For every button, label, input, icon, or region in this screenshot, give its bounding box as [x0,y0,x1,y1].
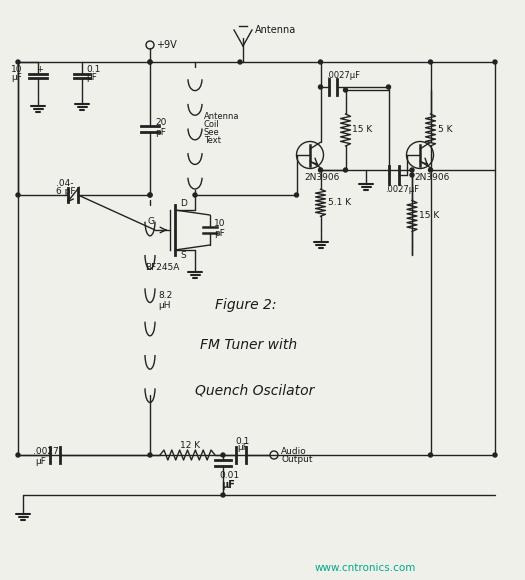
Text: 15 K: 15 K [352,125,373,135]
Text: 6 pF: 6 pF [56,187,76,195]
Text: +: + [36,64,43,74]
Text: µH: µH [158,300,171,310]
Text: Antenna: Antenna [255,25,296,35]
Circle shape [493,60,497,64]
Text: Text: Text [204,136,221,145]
Text: www.cntronics.com: www.cntronics.com [315,563,416,573]
Text: 20: 20 [155,118,166,127]
Text: 0.1: 0.1 [235,437,249,445]
Circle shape [148,193,152,197]
Circle shape [16,453,20,457]
Text: µF: µF [11,74,22,82]
Text: 10: 10 [214,219,226,229]
Circle shape [343,168,348,172]
Circle shape [238,60,242,64]
Circle shape [148,453,152,457]
Text: .0027µF: .0027µF [385,186,419,194]
Text: FM Tuner with: FM Tuner with [200,338,297,352]
Text: +9V: +9V [156,40,177,50]
Text: 2N3906: 2N3906 [414,173,449,183]
Text: 12 K: 12 K [180,440,200,450]
Text: D: D [180,198,187,208]
Text: 0.1: 0.1 [86,66,100,74]
Circle shape [493,453,497,457]
Circle shape [148,60,152,64]
Text: 15 K: 15 K [419,212,439,220]
Text: µF: µF [35,458,46,466]
Text: .0027: .0027 [33,447,59,455]
Circle shape [148,193,152,197]
Text: Figure 2:: Figure 2: [215,298,277,312]
Text: 0.01: 0.01 [219,472,239,480]
Circle shape [221,453,225,457]
Text: .0027µF: .0027µF [327,71,361,79]
Text: 5 K: 5 K [437,125,452,135]
Text: Antenna: Antenna [204,112,239,121]
Text: µF: µF [86,74,97,82]
Text: 5.1 K: 5.1 K [328,198,351,207]
Text: 8.2: 8.2 [158,291,172,299]
Text: 2N3906: 2N3906 [304,173,339,183]
Circle shape [148,60,152,64]
Circle shape [410,173,414,177]
Circle shape [343,88,348,92]
Circle shape [410,168,414,172]
Text: pF: pF [155,128,166,137]
Text: S: S [180,252,186,260]
Text: Output: Output [281,455,312,465]
Circle shape [386,85,391,89]
Text: Audio: Audio [281,447,307,455]
Circle shape [428,453,433,457]
Circle shape [428,60,433,64]
Circle shape [319,85,322,89]
Text: µF: µF [237,444,248,452]
Circle shape [193,193,197,197]
Text: See: See [204,128,220,137]
Text: BF245A: BF245A [145,263,180,273]
Circle shape [428,168,433,172]
Circle shape [16,193,20,197]
Circle shape [319,60,322,64]
Circle shape [319,168,322,172]
Text: Coil: Coil [204,120,220,129]
Circle shape [16,60,20,64]
Text: .04-: .04- [56,179,74,187]
Text: µF: µF [221,480,235,490]
Circle shape [221,493,225,497]
Text: G: G [147,218,154,227]
Circle shape [295,193,299,197]
Text: 10: 10 [10,66,22,74]
Text: pF: pF [214,229,225,237]
Text: Quench Oscilator: Quench Oscilator [195,383,314,397]
